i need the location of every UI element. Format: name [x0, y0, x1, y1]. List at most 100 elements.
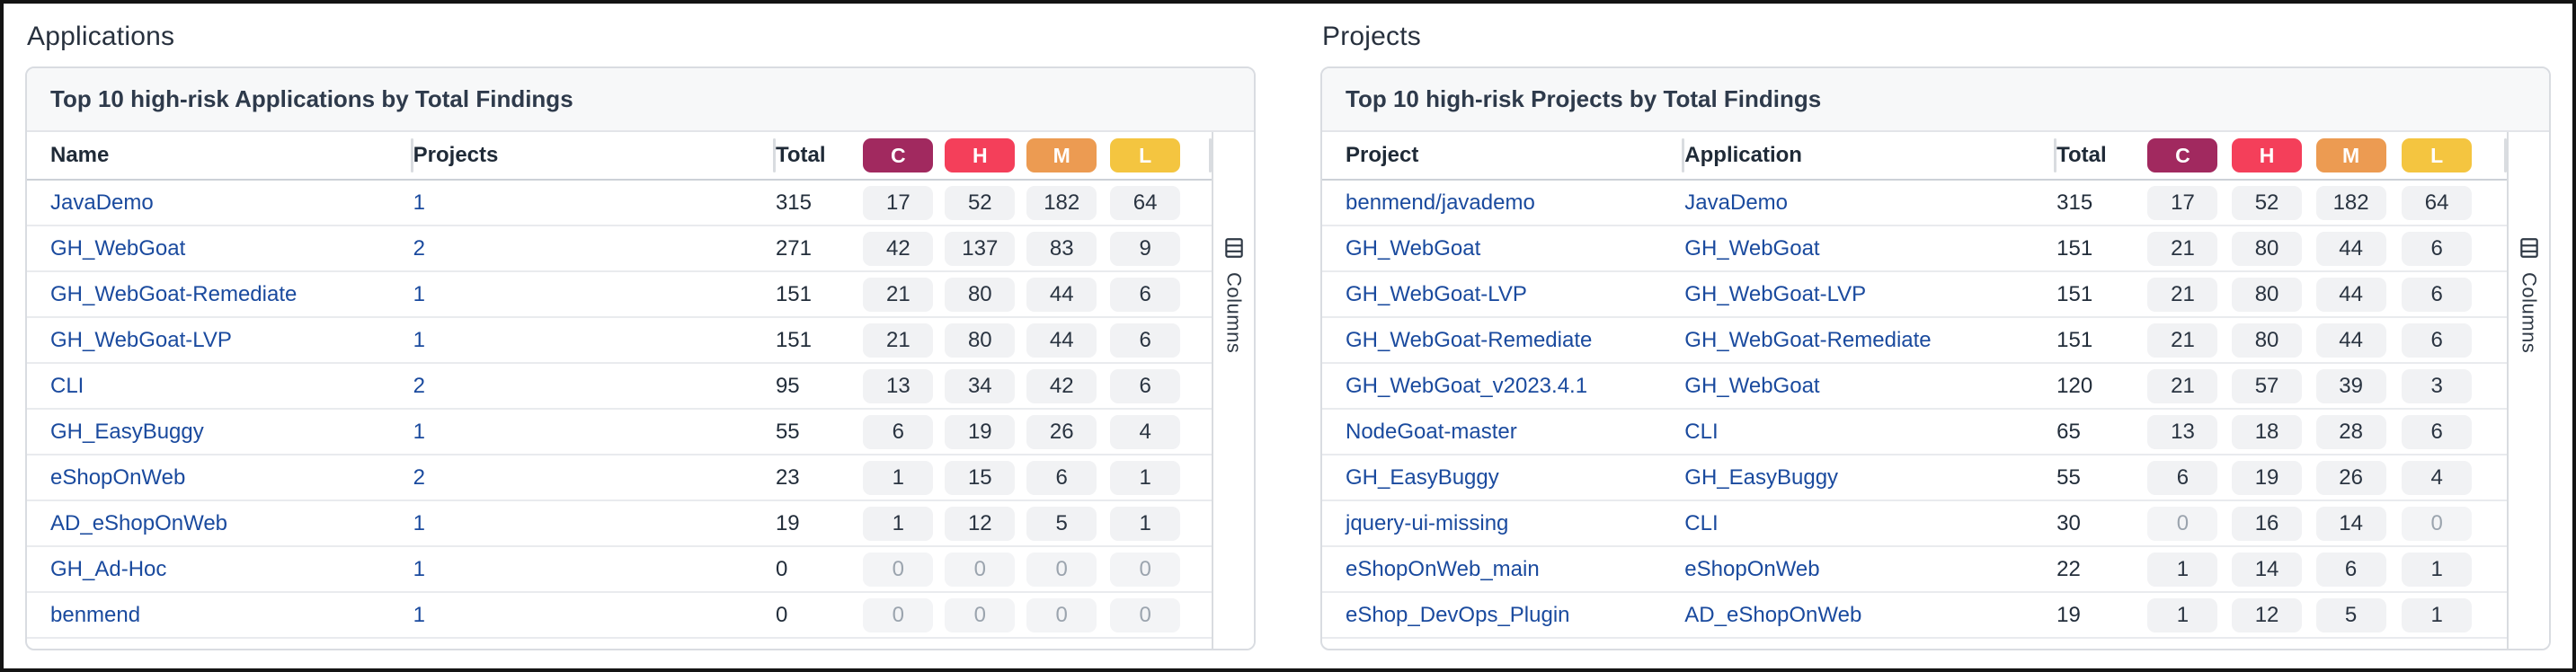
total-findings-value: 0	[775, 602, 788, 627]
cell-m: 44	[1021, 323, 1103, 358]
low-count-chip: 6	[1110, 368, 1181, 403]
column-header-application[interactable]: Application	[1684, 132, 2056, 179]
project-name-link[interactable]: GH_WebGoat	[1346, 235, 1481, 261]
low-severity-badge[interactable]: L	[2402, 138, 2473, 172]
projects-section-title: Projects	[1322, 22, 1421, 51]
medium-count-chip: 14	[2315, 506, 2386, 541]
low-count-chip: 64	[2402, 185, 2473, 220]
cell-h: 34	[939, 368, 1021, 403]
medium-count-chip: 28	[2315, 414, 2386, 449]
cell-name: JavaDemo	[27, 190, 413, 216]
projects-table-header: Project Application Total C H M L	[1322, 132, 2507, 181]
application-name-link[interactable]: GH_WebGoat-Remediate	[1684, 327, 1932, 352]
project-count-link[interactable]: 1	[413, 281, 426, 306]
medium-count-chip: 44	[1026, 323, 1097, 358]
cell-name: GH_WebGoat-Remediate	[27, 282, 413, 307]
cell-h: 19	[939, 414, 1021, 449]
column-header-critical: C	[857, 132, 939, 179]
application-name-link[interactable]: CLI	[1684, 510, 1719, 535]
project-name-link[interactable]: jquery-ui-missing	[1346, 510, 1509, 535]
application-name-link[interactable]: benmend	[50, 602, 141, 627]
critical-severity-badge[interactable]: C	[2147, 138, 2218, 172]
cell-h: 0	[939, 552, 1021, 587]
cell-application: AD_eShopOnWeb	[1684, 603, 2056, 628]
medium-count-chip: 0	[1026, 552, 1097, 587]
column-header-total[interactable]: Total	[775, 143, 826, 167]
application-name-link[interactable]: JavaDemo	[1684, 190, 1789, 215]
medium-severity-badge[interactable]: M	[2315, 138, 2386, 172]
column-header-name[interactable]: Name	[27, 132, 413, 179]
application-name-link[interactable]: AD_eShopOnWeb	[50, 510, 228, 535]
project-name-link[interactable]: GH_WebGoat-Remediate	[1346, 327, 1593, 352]
project-name-link[interactable]: eShop_DevOps_Plugin	[1346, 602, 1570, 627]
project-name-link[interactable]: NodeGoat-master	[1346, 419, 1517, 444]
application-name-link[interactable]: GH_EasyBuggy	[50, 419, 204, 444]
cell-c: 6	[2141, 460, 2225, 495]
project-count-link[interactable]: 1	[413, 419, 426, 444]
medium-count-chip: 182	[1026, 185, 1097, 220]
application-name-link[interactable]: CLI	[50, 373, 84, 398]
projects-table-rows: benmend/javademo JavaDemo 315 17 52 182 64 GH_W…	[1322, 181, 2507, 639]
cell-c: 0	[857, 597, 939, 632]
projects-section: Projects Top 10 high-risk Projects by To…	[1320, 18, 2551, 650]
project-name-link[interactable]: eShopOnWeb_main	[1346, 556, 1540, 581]
application-name-link[interactable]: GH_EasyBuggy	[1684, 464, 1839, 490]
application-name-link[interactable]: GH_WebGoat-LVP	[1684, 281, 1867, 306]
cell-c: 13	[857, 368, 939, 403]
project-name-link[interactable]: GH_EasyBuggy	[1346, 464, 1499, 490]
application-name-link[interactable]: GH_WebGoat-LVP	[50, 327, 232, 352]
high-severity-badge[interactable]: H	[945, 138, 1016, 172]
total-findings-value: 151	[775, 281, 812, 306]
application-name-link[interactable]: GH_WebGoat	[1684, 235, 1820, 261]
project-count-link[interactable]: 1	[413, 510, 426, 535]
application-name-link[interactable]: GH_WebGoat	[1684, 373, 1820, 398]
project-name-link[interactable]: GH_WebGoat-LVP	[1346, 281, 1527, 306]
application-name-link[interactable]: GH_WebGoat-Remediate	[50, 281, 298, 306]
table-row: GH_WebGoat_v2023.4.1 GH_WebGoat 120 21 57 39 3	[1322, 364, 2507, 410]
low-count-chip: 1	[1110, 460, 1181, 495]
column-header-high: H	[2225, 132, 2309, 179]
low-count-chip: 6	[2402, 231, 2473, 266]
project-count-link[interactable]: 1	[413, 602, 426, 627]
project-count-link[interactable]: 2	[413, 373, 426, 398]
cell-m: 5	[1021, 506, 1103, 541]
medium-count-chip: 182	[2315, 185, 2386, 220]
column-header-projects[interactable]: Projects	[413, 132, 776, 179]
medium-severity-badge[interactable]: M	[1026, 138, 1097, 172]
projects-columns-button[interactable]: Columns	[2507, 132, 2549, 649]
critical-count-chip: 1	[2147, 552, 2218, 587]
total-findings-value: 55	[2056, 464, 2081, 490]
critical-severity-badge[interactable]: C	[863, 138, 934, 172]
column-header-total[interactable]: Total	[2056, 143, 2107, 167]
application-name-link[interactable]: GH_WebGoat	[50, 235, 186, 261]
project-name-link[interactable]: benmend/javademo	[1346, 190, 1535, 215]
cell-l: 6	[2393, 414, 2481, 449]
critical-count-chip: 13	[863, 368, 934, 403]
column-header-project[interactable]: Project	[1322, 132, 1684, 179]
applications-columns-button[interactable]: Columns	[1212, 132, 1254, 649]
application-name-link[interactable]: GH_Ad-Hoc	[50, 556, 167, 581]
projects-card: Top 10 high-risk Projects by Total Findi…	[1320, 66, 2551, 650]
critical-count-chip: 21	[863, 323, 934, 358]
application-name-link[interactable]: AD_eShopOnWeb	[1684, 602, 1862, 627]
columns-icon	[1224, 238, 1243, 258]
application-name-link[interactable]: eShopOnWeb	[50, 464, 186, 490]
low-count-chip: 6	[2402, 323, 2473, 358]
cell-l: 4	[1103, 414, 1188, 449]
project-count-link[interactable]: 1	[413, 190, 426, 215]
table-row: GH_Ad-Hoc 1 0 0 0 0 0	[27, 547, 1212, 593]
applications-table: Name Projects Total C H M L JavaDemo 1 315…	[27, 132, 1212, 649]
application-name-link[interactable]: CLI	[1684, 419, 1719, 444]
application-name-link[interactable]: JavaDemo	[50, 190, 154, 215]
application-name-link[interactable]: eShopOnWeb	[1684, 556, 1820, 581]
project-count-link[interactable]: 2	[413, 464, 426, 490]
cell-m: 182	[2309, 185, 2394, 220]
project-count-link[interactable]: 1	[413, 327, 426, 352]
total-findings-value: 19	[2056, 602, 2081, 627]
high-severity-badge[interactable]: H	[2232, 138, 2303, 172]
project-count-link[interactable]: 2	[413, 235, 426, 261]
column-header-medium: M	[1021, 132, 1103, 179]
project-count-link[interactable]: 1	[413, 556, 426, 581]
low-severity-badge[interactable]: L	[1110, 138, 1181, 172]
project-name-link[interactable]: GH_WebGoat_v2023.4.1	[1346, 373, 1588, 398]
